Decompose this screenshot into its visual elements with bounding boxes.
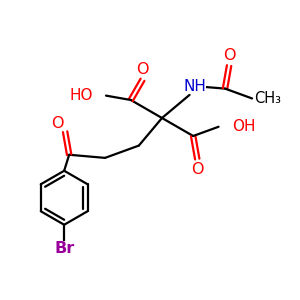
Text: O: O: [51, 116, 63, 131]
Text: CH₃: CH₃: [255, 91, 282, 106]
Text: NH: NH: [183, 80, 206, 94]
Text: O: O: [191, 161, 203, 176]
Text: O: O: [223, 48, 235, 63]
Text: OH: OH: [232, 119, 256, 134]
Text: Br: Br: [54, 241, 74, 256]
Text: O: O: [136, 62, 149, 77]
Text: HO: HO: [70, 88, 93, 103]
